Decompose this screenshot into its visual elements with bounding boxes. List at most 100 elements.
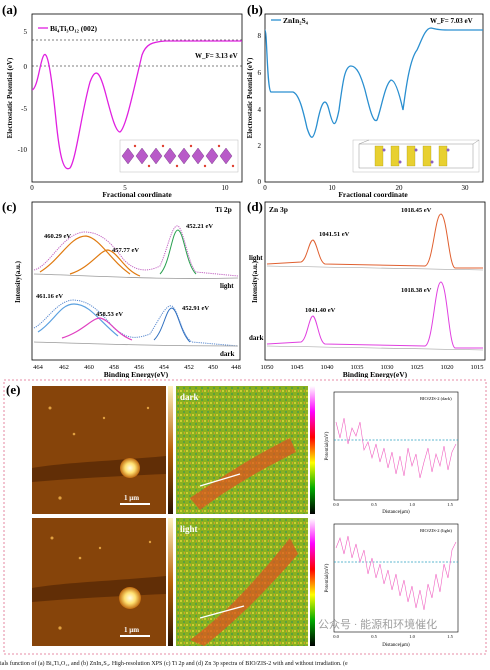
panel-d-xtick: 1025	[411, 364, 424, 371]
panel-b-xtick: 30	[462, 184, 470, 192]
panel-b-crystal-inset	[352, 139, 480, 173]
panel-d-dark-spectrum	[266, 281, 483, 349]
panel-b-ylabel: Electrostatic Potential (eV)	[246, 57, 254, 138]
panel-b-xtick: 0	[263, 184, 267, 192]
panel-c-light-spectrum	[33, 225, 239, 277]
panel-d-light-peak-1: 1041.51 eV	[319, 231, 350, 238]
panel-c-dark-spectrum	[33, 299, 239, 347]
panel-c-xtick: 462	[59, 364, 69, 371]
panel-c-dark-peak-1: 461.16 eV	[36, 293, 63, 300]
panel-b-legend: ZnIn₂S₄	[283, 16, 309, 25]
panel-c-light-peak-2: 457.77 eV	[112, 247, 139, 254]
panel-a-electrostatic-potential: (a) Bi₄Ti₃O₁₂ (002) W_F= 3.13 eV 5 0 -5 …	[2, 2, 243, 198]
panel-c-light-fit-3	[159, 229, 197, 275]
panel-c-light-fit-2	[69, 249, 141, 277]
panel-c-xtick: 458	[109, 364, 119, 371]
panel-d-ylabel: Intensity(a.u.)	[251, 260, 259, 303]
panel-a-legend: Bi₄Ti₃O₁₂ (002)	[50, 24, 97, 33]
panel-e-profile-light-xtick: 0.0	[333, 634, 339, 639]
panel-c-xtick: 464	[33, 364, 44, 371]
panel-e-kpfm-light: light	[176, 518, 315, 646]
panel-a-ytick: 0	[24, 63, 28, 71]
panel-c-xtick: 456	[134, 364, 145, 371]
panel-e-afm-dark: 1 μm	[32, 386, 173, 514]
panel-a-potential-curve	[31, 40, 242, 170]
panel-d-light-peak-2: 1018.45 eV	[401, 207, 432, 214]
panel-e-profile-dark-xtick: 1.0	[409, 502, 415, 507]
watermark: 公众号 · 能源和环境催化	[318, 617, 437, 631]
panel-e-profile-dark-xlabel: Distance(μm)	[382, 510, 410, 515]
panel-a-ylabel: Electrostatic Potential (eV)	[6, 57, 14, 138]
panel-c-xlabel: Binding Energy(eV)	[104, 370, 169, 378]
panel-c-xticks: 464 462 460 458 456 454 452 450 448	[33, 364, 241, 371]
panel-e-profile-light-xlabel: Distance(μm)	[382, 643, 410, 648]
panel-d-xtick: 1015	[471, 364, 484, 371]
panel-c-light-baseline	[33, 273, 239, 279]
panel-e-profile-dark-legend: BIO/ZIS-2 (dark)	[420, 396, 452, 401]
panel-b-ytick: 6	[258, 69, 262, 77]
panel-a-letter: (a)	[2, 2, 17, 17]
panel-d-xtick: 1035	[351, 364, 364, 371]
panel-d-light-baseline	[266, 265, 484, 271]
panel-c-dark-fit-3	[153, 307, 191, 343]
panel-b-ytick: 0	[258, 178, 262, 186]
panel-d-xtick: 1040	[321, 364, 334, 371]
panel-c-dark-peak-3: 452.91 eV	[182, 305, 209, 312]
panel-d-xticks: 1050 1045 1040 1035 1030 1025 1020 1015	[261, 364, 484, 371]
panel-e-profile-dark-xtick: 0.5	[371, 502, 377, 507]
panel-e-profile-dark: BIO/ZIS-2 (dark) Potential(mV) Distance(…	[325, 391, 459, 515]
panel-d-xtick: 1050	[261, 364, 274, 371]
panel-d-dark-peak-1: 1041.40 eV	[305, 307, 336, 314]
panel-b-ytick: 4	[258, 106, 262, 114]
panel-c-letter: (c)	[2, 199, 16, 214]
panel-d-xtick: 1045	[291, 364, 304, 371]
panel-e-profile-dark-xtick: 1.5	[447, 502, 453, 507]
panel-c-dark-fit-1	[37, 303, 119, 337]
panel-b-xtick: 10	[329, 184, 337, 192]
panel-b-potential-curve	[264, 27, 483, 138]
panel-d-light-spectrum	[266, 213, 483, 269]
panel-e-profile-light-xtick: 1.5	[447, 634, 453, 639]
panel-e-kpfm: (e) 1 μm 1 μm dark light	[3, 379, 487, 655]
panel-a-xtick: 10	[222, 184, 230, 192]
panel-e-profile-light-ylabel: Potential(mV)	[325, 563, 330, 592]
panel-e-profile-light-xtick: 0.5	[371, 634, 377, 639]
panel-e-afm-light: 1 μm	[32, 518, 173, 646]
panel-a-ytick: -10	[18, 146, 28, 154]
panel-b-wf: W_F= 7.03 eV	[430, 17, 473, 25]
figure-caption: ials function of (a) Bi₄Ti₃O₁₂ and (b) Z…	[0, 661, 348, 667]
panel-c-title: Ti 2p	[215, 205, 232, 214]
panel-b-ytick: 8	[258, 32, 262, 40]
panel-d-xlabel: Binding Energy(eV)	[343, 370, 408, 378]
panel-c-xps-ti2p: (c) Ti 2p 460.29 eV 457.77 eV 452.21 eV …	[2, 199, 241, 378]
panel-a-crystal-inset	[119, 139, 239, 173]
panel-c-dark-peak-2: 458.53 eV	[96, 311, 123, 318]
panel-e-profile-light-xtick: 1.0	[409, 634, 415, 639]
panel-c-light-peak-1: 460.29 eV	[44, 233, 71, 240]
panel-c-dark-baseline	[33, 341, 239, 347]
panel-c-light-peak-3: 452.21 eV	[186, 223, 213, 230]
panel-c-light-label: light	[220, 282, 234, 290]
panel-b-xlabel: Fractional coordinate	[338, 190, 408, 198]
panel-d-xps-zn3p: (d) Zn 3p 1041.51 eV 1018.45 eV light 10…	[247, 199, 486, 378]
panel-a-wf: W_F= 3.13 eV	[195, 52, 238, 60]
panel-e-profile-light: BIO/ZIS-2 (light) Potential(mV) Distance…	[325, 523, 459, 648]
panel-e-kpfm-light-label: light	[180, 524, 198, 534]
panel-a-xlabel: Fractional coordinate	[102, 190, 172, 198]
panel-c-xtick: 450	[208, 364, 218, 371]
panel-e-kpfm-dark: dark	[176, 386, 315, 514]
panel-d-xtick: 1030	[381, 364, 394, 371]
panel-c-light-fit-1	[39, 235, 131, 275]
panel-c-xtick: 452	[184, 364, 194, 371]
panel-a-ytick: -5	[21, 105, 27, 113]
panel-e-profile-light-legend: BIO/ZIS-2 (light)	[420, 528, 452, 533]
panel-d-dark-baseline	[266, 345, 484, 351]
panel-b-xtick: 20	[396, 184, 404, 192]
panel-b-electrostatic-potential: (b) ZnIn₂S₄ W_F= 7.03 eV 8 6 4 2 0 0 10 …	[246, 2, 484, 198]
panel-d-letter: (d)	[247, 199, 263, 214]
panel-c-xtick: 448	[231, 364, 241, 371]
panel-c-dark-fit-2	[61, 317, 133, 341]
panel-d-dark-label: dark	[249, 334, 264, 342]
panel-a-xtick: 0	[30, 184, 34, 192]
panel-e-letter: (e)	[6, 382, 20, 397]
